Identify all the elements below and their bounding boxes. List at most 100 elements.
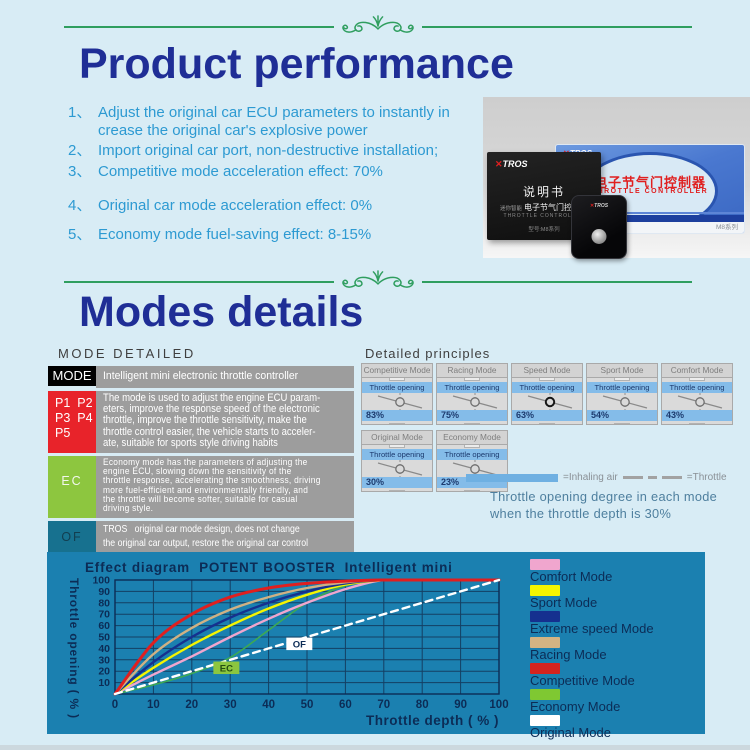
mode-key-cell: MODE	[48, 366, 96, 386]
principle-mode-box: Original Mode Throttle opening 30%	[361, 430, 433, 492]
x-tick-label: 100	[489, 699, 508, 711]
throttle-opening-value: 23%	[437, 477, 507, 488]
page-title-modes-details: Modes details	[79, 288, 364, 336]
dash	[661, 476, 682, 479]
mode-table-row: P1 P2 P3 P4 P5 The mode is used to adjust…	[48, 391, 354, 453]
pipe-notch	[464, 445, 480, 448]
chart-title: Effect diagram POTENT BOOSTER Intelligen…	[85, 560, 453, 575]
mode-desc-text: The mode is used to adjust the engine EC…	[103, 392, 321, 449]
y-tick-label: 30	[98, 654, 110, 666]
throttle-dash-icon	[622, 476, 682, 479]
legend-entry: Extreme speed Mode	[530, 611, 702, 635]
divider-middle	[64, 269, 692, 295]
chart-x-axis-label: Throttle depth ( % )	[366, 713, 499, 728]
pipe-foot	[512, 423, 582, 424]
list-item-text: Adjust the original car ECU parameters t…	[98, 104, 450, 139]
divider-line	[64, 26, 334, 28]
pipe-notch	[464, 490, 480, 491]
y-tick-label: 100	[92, 575, 110, 587]
pipe-notch	[689, 423, 705, 424]
pipe-foot	[587, 423, 657, 424]
principle-mode-name: Competitive Mode	[362, 364, 432, 378]
legend-swatch	[530, 637, 560, 648]
throttle-opening-value: 54%	[587, 410, 657, 421]
valve-area	[437, 393, 507, 410]
legend-label: Economy Mode	[530, 699, 621, 714]
bottom-strip	[0, 745, 750, 750]
divider-line	[422, 281, 692, 283]
pipe-notch	[539, 423, 555, 424]
legend-swatch	[530, 663, 560, 674]
pipe-notch	[464, 423, 480, 424]
mode-desc-cell: Intelligent mini electronic throttle con…	[96, 366, 354, 388]
throttle-opening-value: 75%	[437, 410, 507, 421]
mode-table-row: EC Economy mode has the parameters of adj…	[48, 455, 354, 519]
principle-mode-box: Racing Mode Throttle opening 75%	[436, 363, 508, 425]
device-button	[591, 229, 607, 244]
principle-mode-name: Speed Mode	[512, 364, 582, 378]
pipe-foot	[662, 423, 732, 424]
product-photo: ✕TROS 电子节气门控制器 THROTTLE CONTROLLER M8系列 …	[483, 97, 750, 259]
inhaling-air-swatch	[466, 473, 558, 482]
series-original-mode	[113, 578, 501, 696]
mode-desc-cell: The mode is used to adjust the engine EC…	[96, 391, 354, 453]
principle-mode-name: Comfort Mode	[662, 364, 732, 378]
throttle-opening-value: 43%	[662, 410, 732, 421]
mode-desc-cell: TROS original car mode design, does not …	[96, 521, 354, 553]
x-tick-label: 40	[262, 699, 275, 711]
performance-list-item: 2、 Import original car port, non-destruct…	[68, 142, 476, 160]
legend-entry: Racing Mode	[530, 637, 702, 661]
list-item-text: Economy mode fuel-saving effect: 8-15%	[98, 225, 372, 243]
manual-subtitle: 迷你智能 电子节气门控制器	[499, 203, 588, 212]
pipe-foot	[437, 490, 507, 491]
manual-tag: 迷你智能	[499, 206, 522, 212]
legend-label: Comfort Mode	[530, 569, 613, 584]
pipe-notch	[464, 378, 480, 381]
list-item-number: 1、	[68, 104, 92, 121]
y-tick-label: 40	[98, 643, 110, 655]
x-tick-label: 90	[454, 699, 467, 711]
throttle-valve-icon	[377, 393, 423, 410]
list-item-text: Original car mode acceleration effect: 0…	[98, 197, 373, 214]
y-tick-label: 80	[98, 597, 110, 609]
brand-x-icon: ✕	[495, 159, 503, 169]
legend-label: Extreme speed Mode	[530, 621, 654, 636]
divider-line	[64, 281, 334, 283]
valve-area	[662, 393, 732, 410]
throttle-opening-value: 63%	[512, 410, 582, 421]
x-tick-label: 60	[339, 699, 352, 711]
list-item-text: Competitive mode acceleration effect: 70…	[98, 162, 383, 180]
brand-logo: ✕TROS	[495, 159, 528, 169]
dash	[622, 476, 643, 479]
box-series-label: M8系列	[556, 222, 744, 233]
divider-line	[422, 26, 692, 28]
manual-subtitle-english: THROTTLE CONTROLLER	[503, 213, 585, 219]
principles-row-1: Competitive Mode Throttle opening 83% Racin…	[361, 363, 733, 425]
x-tick-label: 70	[377, 699, 390, 711]
mode-key-cell: EC	[48, 455, 96, 519]
annotation-chip	[213, 661, 240, 675]
throttle-opening-stripe: Throttle opening	[587, 382, 657, 393]
valve-area	[362, 460, 432, 477]
principle-mode-box: Competitive Mode Throttle opening 83%	[361, 363, 433, 425]
series-competitive-mode	[113, 578, 501, 696]
x-tick-label: 20	[185, 699, 198, 711]
box-wave-stripe	[556, 215, 744, 222]
legend-label: Original Mode	[530, 725, 611, 740]
throttle-valve-icon	[527, 393, 573, 410]
effect-diagram-panel: Effect diagram POTENT BOOSTER Intelligen…	[47, 552, 705, 739]
legend-entry: Comfort Mode	[530, 559, 702, 583]
pipe-notch	[389, 378, 405, 381]
plot-border	[114, 579, 500, 695]
pipe-notch	[389, 423, 405, 424]
performance-list-item: 5、 Economy mode fuel-saving effect: 8-15%	[68, 226, 476, 244]
valve-area	[512, 393, 582, 410]
x-tick-label: 10	[147, 699, 160, 711]
mode-desc-cell: Economy mode has the parameters of adjus…	[96, 455, 354, 519]
performance-list-item: 1、 Adjust the original car ECU parameters…	[68, 104, 476, 139]
annotation-chip	[286, 637, 313, 651]
product-box: ✕TROS 电子节气门控制器 THROTTLE CONTROLLER M8系列	[555, 144, 745, 234]
legend-swatch	[530, 689, 560, 700]
